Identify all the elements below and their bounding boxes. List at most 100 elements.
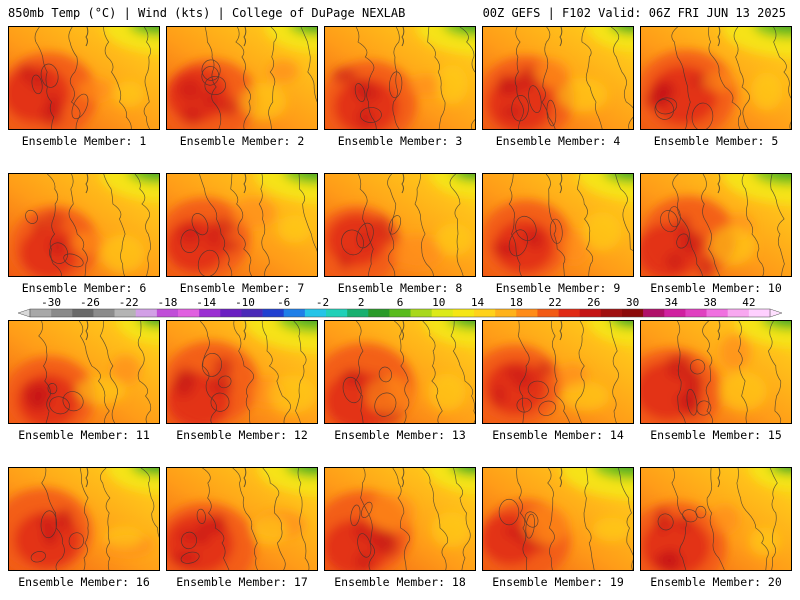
colorbar-swatch <box>452 309 475 317</box>
ensemble-map-panel <box>8 320 160 424</box>
ensemble-map-panel <box>8 173 160 277</box>
ensemble-member-label: Ensemble Member: 20 <box>650 575 782 589</box>
temperature-map <box>325 468 475 570</box>
ensemble-member-label: Ensemble Member: 5 <box>653 134 779 148</box>
ensemble-map-panel <box>166 467 318 571</box>
colorbar-tick-label: -2 <box>316 296 329 309</box>
colorbar-swatch <box>643 309 665 317</box>
ensemble-member-label: Ensemble Member: 15 <box>650 428 782 442</box>
ensemble-member-label: Ensemble Member: 18 <box>334 575 466 589</box>
colorbar-swatch <box>199 309 221 317</box>
ensemble-member-label: Ensemble Member: 7 <box>179 281 305 295</box>
colorbar-tick-label: -14 <box>196 296 216 309</box>
colorbar-tick-label: -30 <box>41 296 61 309</box>
ensemble-map-panel <box>640 26 792 130</box>
ensemble-map-panel <box>640 320 792 424</box>
temperature-map <box>483 174 633 276</box>
colorbar-swatch <box>389 309 411 317</box>
colorbar-tick-label: 34 <box>665 296 679 309</box>
colorbar-swatch <box>537 309 559 317</box>
temperature-map <box>325 321 475 423</box>
temperature-map <box>167 27 317 129</box>
temperature-map <box>641 321 791 423</box>
title-left: 850mb Temp (°C) | Wind (kts) | College o… <box>8 6 406 20</box>
temperature-map <box>483 321 633 423</box>
colorbar-swatch <box>600 309 623 317</box>
colorbar-swatch <box>748 309 771 317</box>
colorbar-swatch <box>156 309 179 317</box>
colorbar-swatch <box>410 309 433 317</box>
colorbar-swatch <box>30 309 52 317</box>
colorbar-tick-label: 14 <box>471 296 485 309</box>
ensemble-map-panel <box>8 26 160 130</box>
colorbar-swatch <box>72 309 94 317</box>
colorbar-swatch <box>178 309 200 317</box>
ensemble-map-panel <box>324 26 476 130</box>
colorbar-tick-label: -6 <box>277 296 290 309</box>
temperature-map <box>9 27 159 129</box>
colorbar-tick-label: -18 <box>157 296 177 309</box>
colorbar-swatch <box>516 309 538 317</box>
ensemble-member-label: Ensemble Member: 12 <box>176 428 308 442</box>
temperature-map <box>9 468 159 570</box>
colorbar-swatch <box>431 309 454 317</box>
colorbar-swatch <box>347 309 369 317</box>
colorbar-swatch <box>93 309 115 317</box>
ensemble-member-label: Ensemble Member: 3 <box>337 134 463 148</box>
colorbar-swatch <box>51 309 73 317</box>
ensemble-map-panel <box>482 320 634 424</box>
temperature-map <box>9 321 159 423</box>
temperature-map <box>325 27 475 129</box>
ensemble-map-panel <box>640 173 792 277</box>
ensemble-member-label: Ensemble Member: 4 <box>495 134 621 148</box>
ensemble-member-label: Ensemble Member: 10 <box>650 281 782 295</box>
colorbar-tick-label: 2 <box>358 296 365 309</box>
colorbar-swatch <box>326 309 348 317</box>
colorbar-swatch <box>622 309 644 317</box>
colorbar-swatch <box>368 309 390 317</box>
colorbar-tick-label: 18 <box>510 296 523 309</box>
ensemble-map-panel <box>324 173 476 277</box>
colorbar-swatch <box>220 309 242 317</box>
temperature-map <box>641 468 791 570</box>
ensemble-map-panel <box>166 320 318 424</box>
colorbar-swatch <box>474 309 496 317</box>
colorbar-swatch <box>262 309 285 317</box>
colorbar-swatch <box>664 309 686 317</box>
colorbar-swatch <box>283 309 306 317</box>
ensemble-member-label: Ensemble Member: 19 <box>492 575 624 589</box>
colorbar-tick-label: 42 <box>742 296 755 309</box>
colorbar-tick-label: -22 <box>119 296 139 309</box>
ensemble-member-label: Ensemble Member: 8 <box>337 281 463 295</box>
colorbar-swatch <box>558 309 581 317</box>
ensemble-member-label: Ensemble Member: 9 <box>495 281 621 295</box>
colorbar-swatch <box>579 309 602 317</box>
ensemble-map-panel <box>8 467 160 571</box>
colorbar-swatch <box>241 309 263 317</box>
colorbar-swatch <box>304 309 327 317</box>
ensemble-member-label: Ensemble Member: 16 <box>18 575 150 589</box>
colorbar-swatch <box>727 309 750 317</box>
colorbar-tick-label: 26 <box>587 296 600 309</box>
ensemble-member-label: Ensemble Member: 13 <box>334 428 466 442</box>
temperature-map <box>641 27 791 129</box>
colorbar-tick-label: -10 <box>235 296 255 309</box>
temperature-map <box>167 174 317 276</box>
temperature-map <box>167 321 317 423</box>
ensemble-map-panel <box>482 26 634 130</box>
ensemble-member-label: Ensemble Member: 2 <box>179 134 305 148</box>
ensemble-map-panel <box>640 467 792 571</box>
ensemble-map-panel <box>166 26 318 130</box>
ensemble-member-label: Ensemble Member: 17 <box>176 575 308 589</box>
ensemble-member-label: Ensemble Member: 6 <box>21 281 147 295</box>
colorbar-tick-label: 38 <box>703 296 716 309</box>
colorbar-tick-label: 6 <box>397 296 404 309</box>
ensemble-member-label: Ensemble Member: 14 <box>492 428 624 442</box>
colorbar-swatch <box>685 309 707 317</box>
ensemble-map-panel <box>482 467 634 571</box>
colorbar-swatch <box>135 309 158 317</box>
colorbar-swatch <box>495 309 517 317</box>
ensemble-member-label: Ensemble Member: 11 <box>18 428 150 442</box>
temperature-map <box>483 27 633 129</box>
colorbar-tick-label: 22 <box>548 296 561 309</box>
